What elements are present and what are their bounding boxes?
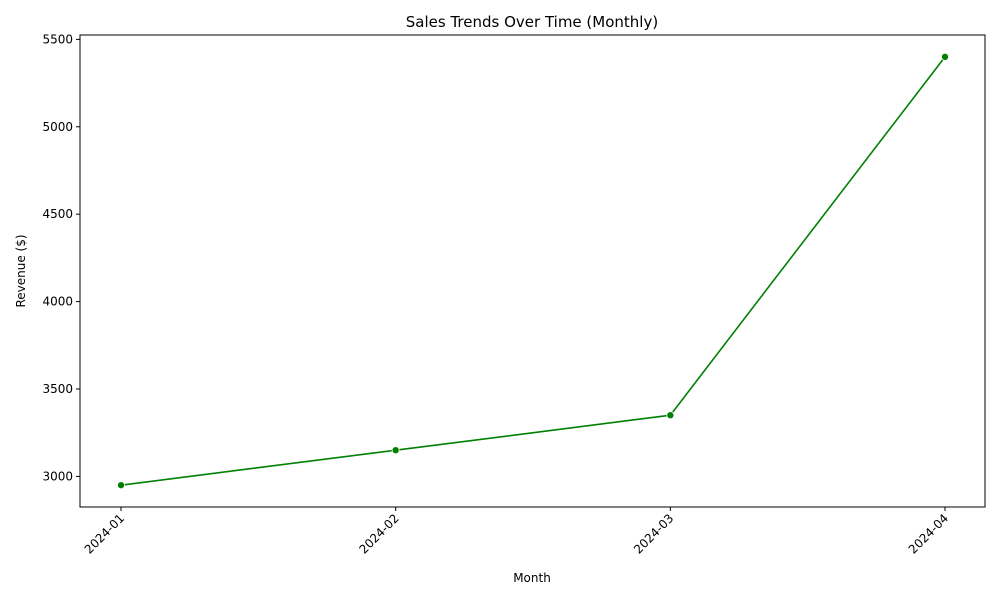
chart-title: Sales Trends Over Time (Monthly) (406, 13, 658, 31)
data-point (941, 52, 950, 61)
y-tick-label: 5000 (42, 120, 73, 134)
x-tick-label: 2024-01 (82, 511, 127, 556)
x-tick-label: 2024-02 (356, 511, 401, 556)
y-tick-label: 3000 (42, 469, 73, 483)
y-axis: 3000 3500 4000 4500 5000 5500 (42, 32, 80, 483)
series-line (120, 56, 946, 486)
x-tick-label: 2024-03 (631, 511, 676, 556)
data-point (666, 411, 675, 420)
plot-area (117, 52, 950, 490)
y-tick-label: 3500 (42, 382, 73, 396)
y-tick-label: 4000 (42, 295, 73, 309)
axes-frame (79, 34, 986, 508)
x-axis: 2024-01 2024-02 2024-03 2024-04 (82, 507, 951, 557)
y-axis-label: Revenue ($) (14, 234, 28, 307)
data-point (117, 481, 126, 490)
x-axis-label: Month (513, 571, 551, 585)
y-tick-label: 4500 (42, 207, 73, 221)
y-tick-label: 5500 (42, 32, 73, 46)
data-point (391, 446, 400, 455)
x-tick-label: 2024-04 (906, 511, 951, 556)
